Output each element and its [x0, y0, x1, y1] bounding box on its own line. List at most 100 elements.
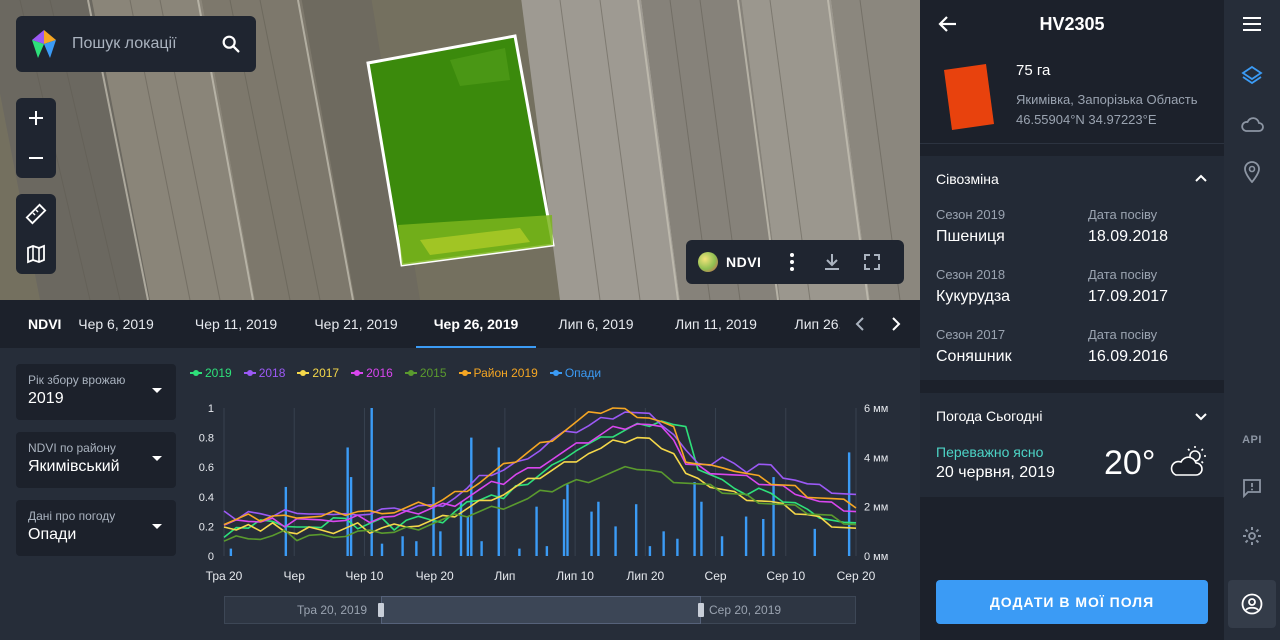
- series-line-2016: [223, 423, 857, 528]
- app-logo-icon: [32, 30, 56, 58]
- search-icon[interactable]: [220, 33, 242, 55]
- field-title: HV2305: [1039, 13, 1105, 34]
- crop-value: Пшениця: [936, 228, 1005, 245]
- weather-section: Погода Сьогодні Переважно ясно 20 червня…: [920, 393, 1224, 497]
- precip-bar: [720, 536, 724, 556]
- season-label: Сезон 2018: [936, 267, 1006, 282]
- district-ndvi-select[interactable]: NDVI по району Якимівський: [16, 432, 176, 488]
- precip-bar: [380, 543, 384, 556]
- date-tab[interactable]: Лип 6, 2019: [558, 316, 634, 332]
- profile-button[interactable]: [1228, 580, 1276, 628]
- layers-button[interactable]: [1224, 52, 1280, 100]
- precip-bar: [662, 531, 665, 556]
- date-tab[interactable]: Лип 26, 2019: [794, 316, 841, 332]
- sowing-date-value: 16.09.2016: [1088, 348, 1169, 365]
- back-arrow-icon[interactable]: [936, 12, 960, 36]
- weather-nav-button[interactable]: [1224, 100, 1280, 148]
- gear-icon: [1243, 527, 1261, 545]
- zoom-in-button[interactable]: [16, 98, 56, 138]
- dates-next-button[interactable]: [878, 300, 914, 348]
- feedback-button[interactable]: [1224, 464, 1280, 512]
- ndvi-gradient-icon: [698, 252, 718, 272]
- sowing-date-value: 18.09.2018: [1088, 228, 1169, 245]
- weather-date: 20 червня, 2019: [936, 464, 1055, 481]
- fullscreen-icon: [864, 254, 880, 270]
- range-end-handle[interactable]: [698, 603, 704, 617]
- weather-data-select[interactable]: Дані про погоду Опади: [16, 500, 176, 556]
- precip-bar: [535, 506, 538, 556]
- date-tab[interactable]: Чер 21, 2019: [314, 316, 398, 332]
- range-start-handle[interactable]: [378, 603, 384, 617]
- legend-item[interactable]: 2017: [297, 366, 339, 380]
- download-button[interactable]: [812, 240, 852, 284]
- menu-button[interactable]: [1224, 0, 1280, 48]
- legend-label: 2018: [258, 366, 286, 380]
- dates-prev-button[interactable]: [842, 300, 878, 348]
- series-line-2018: [223, 411, 857, 521]
- x-tick-label: Чер 10: [345, 569, 383, 583]
- weather-title: Погода Сьогодні: [936, 408, 1043, 424]
- weather-description: Переважно ясно: [936, 444, 1044, 460]
- legend-item[interactable]: 2018: [243, 366, 286, 380]
- precip-bar: [693, 482, 696, 556]
- chevron-up-icon[interactable]: [1192, 170, 1210, 188]
- date-tab[interactable]: Чер 26, 2019: [416, 300, 536, 348]
- legend-item[interactable]: 2016: [351, 366, 393, 380]
- hamburger-menu-icon: [1243, 17, 1261, 31]
- x-tick-label: Чер: [284, 569, 306, 583]
- api-button[interactable]: API: [1224, 416, 1280, 464]
- precip-bar: [459, 501, 463, 556]
- date-tab[interactable]: Чер 6, 2019: [78, 316, 154, 332]
- crop-rotation-header[interactable]: Сівозміна: [920, 156, 1224, 202]
- location-search[interactable]: Пошук локації: [16, 16, 256, 72]
- date-tab[interactable]: Лип 11, 2019: [675, 316, 757, 332]
- series-line-район-2019: [223, 407, 857, 526]
- legend-marker-icon: [297, 367, 310, 379]
- more-options-button[interactable]: [772, 240, 812, 284]
- sowing-date-value: 17.09.2017: [1088, 288, 1169, 305]
- date-tab[interactable]: Чер 11, 2019: [194, 316, 278, 332]
- harvest-year-select[interactable]: Рік збору врожаю 2019: [16, 364, 176, 420]
- district-ndvi-value: Якимівський: [28, 458, 120, 475]
- x-tick-label: Сер 20: [837, 569, 876, 583]
- location-nav-button[interactable]: [1224, 148, 1280, 196]
- range-slider[interactable]: Тра 20, 2019 Сер 20, 2019: [224, 596, 856, 624]
- range-end-label: Сер 20, 2019: [709, 603, 782, 617]
- ruler-button[interactable]: [16, 194, 56, 234]
- fullscreen-button[interactable]: [852, 240, 892, 284]
- precip-bar: [813, 528, 816, 556]
- crop-value: Кукурудза: [936, 288, 1011, 305]
- add-to-my-fields-button[interactable]: ДОДАТИ В МОЇ ПОЛЯ: [936, 580, 1208, 624]
- crop-rotation-section: Сівозміна Сезон 2019 Дата посіву Пшениця…: [920, 156, 1224, 380]
- y-tick-label: 1: [208, 403, 214, 415]
- settings-button[interactable]: [1224, 512, 1280, 560]
- dropdown-arrow-icon: [152, 524, 162, 529]
- legend-item[interactable]: 2019: [190, 366, 232, 380]
- map-layer-button[interactable]: [16, 234, 56, 274]
- range-start-label: Тра 20, 2019: [297, 603, 368, 617]
- search-input[interactable]: Пошук локації: [72, 35, 177, 52]
- ndvi-layer-control[interactable]: NDVI: [686, 240, 904, 284]
- legend-marker-icon: [549, 367, 562, 379]
- series-line-2017: [223, 436, 857, 535]
- weather-header[interactable]: Погода Сьогодні: [920, 393, 1224, 439]
- satellite-map[interactable]: Пошук локації: [0, 0, 920, 300]
- district-ndvi-label: NDVI по району: [28, 441, 116, 455]
- chevron-down-icon[interactable]: [1192, 407, 1210, 425]
- range-window[interactable]: [378, 596, 704, 624]
- legend-item[interactable]: 2015: [404, 366, 447, 380]
- ndvi-chart: Тра 20 Чер Чер 10 Чер 20 Лип Лип 10 Лип 20 Сер С…: [199, 403, 889, 583]
- legend-item[interactable]: Опади: [549, 366, 601, 380]
- precip-bar: [562, 499, 566, 556]
- legend-item[interactable]: Район 2019: [458, 366, 538, 380]
- zoom-out-button[interactable]: [16, 138, 56, 178]
- user-account-icon: [1241, 593, 1263, 615]
- precip-bar: [415, 541, 418, 556]
- date-timeline: NDVI Чер 6, 2019 Чер 11, 2019 Чер 21, 2019…: [0, 300, 920, 348]
- weather-data-value: Опади: [28, 526, 77, 543]
- precip-bar: [648, 546, 652, 556]
- precip-bar: [597, 501, 600, 556]
- x-tick-label: Лип: [494, 569, 515, 583]
- date-strip[interactable]: Чер 6, 2019 Чер 11, 2019 Чер 21, 2019 Чер 2…: [70, 300, 840, 348]
- legend-marker-icon: [351, 367, 364, 379]
